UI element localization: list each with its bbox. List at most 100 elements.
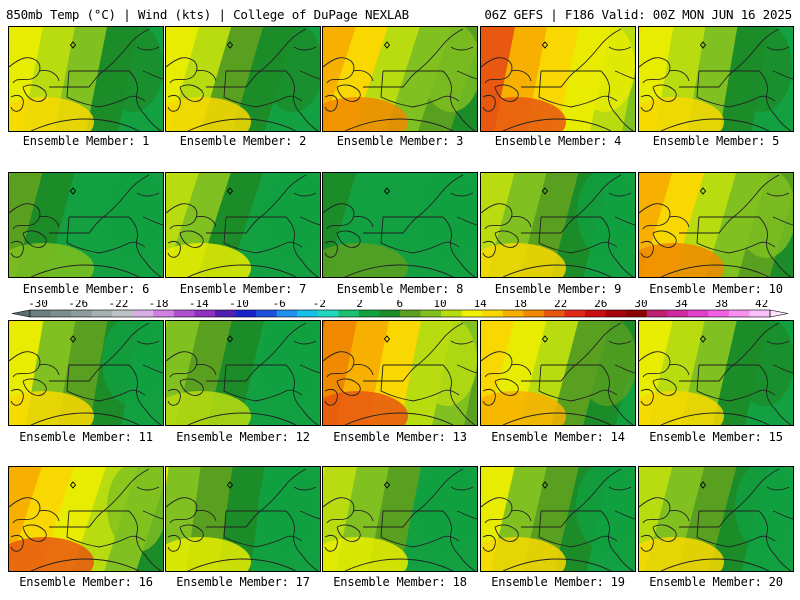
ensemble-member-map — [480, 26, 636, 132]
boundary-line — [521, 218, 574, 234]
boundary-line — [521, 366, 574, 382]
colorbar-tick-label: 26 — [594, 300, 607, 310]
colorbar-high-arrow — [769, 309, 789, 318]
boundary-line — [179, 230, 204, 248]
boundary-line — [98, 95, 146, 108]
boundary-line — [255, 95, 303, 108]
boundary-line — [758, 70, 776, 116]
warm-air-region — [323, 243, 408, 277]
boundary-line — [167, 388, 181, 406]
colorbar-tick-label: -10 — [229, 300, 249, 310]
ensemble-member-label: Ensemble Member: 2 — [179, 134, 307, 148]
boundary-line — [458, 260, 476, 277]
boundary-line — [98, 389, 146, 402]
boundary-line — [458, 408, 476, 425]
boundary-line — [187, 118, 297, 131]
boundary-line — [639, 497, 671, 524]
boundary-line — [179, 378, 204, 396]
boundary-line — [323, 351, 355, 378]
cool-air-region — [261, 321, 320, 406]
boundary-line — [728, 389, 776, 402]
boundary-line — [49, 366, 102, 382]
boundary-line — [206, 366, 259, 382]
boundary-line — [510, 216, 532, 228]
boundary-line — [293, 46, 317, 51]
colorbar-tick-label: 38 — [715, 300, 728, 310]
boundary-line — [652, 230, 677, 248]
ensemble-member-label: Ensemble Member: 8 — [336, 282, 464, 296]
colorbar-swatch — [667, 310, 689, 317]
boundary-line — [257, 28, 307, 74]
warm-air-region — [481, 391, 566, 425]
station-diamond-icon — [69, 335, 77, 343]
warm-air-region — [166, 391, 251, 425]
colorbar-swatch — [71, 310, 93, 317]
boundary-line — [450, 486, 474, 491]
boundary-line — [521, 512, 574, 528]
boundary-line — [363, 72, 416, 88]
colorbar-swatch — [194, 310, 216, 317]
boundary-line — [614, 364, 635, 374]
boundary-line — [728, 95, 776, 108]
colorbar-swatch — [564, 310, 586, 317]
boundary-line — [363, 512, 416, 528]
boundary-line — [324, 534, 338, 552]
station-diamond-icon — [226, 41, 234, 49]
colorbar-swatch — [235, 310, 257, 317]
boundary-line — [352, 510, 374, 522]
boundary-line — [640, 534, 654, 552]
ensemble-member-label: Ensemble Member: 11 — [19, 430, 153, 444]
cool-air-region — [577, 321, 635, 406]
boundary-line — [608, 192, 632, 197]
boundary-line — [301, 554, 319, 571]
cool-air-region — [736, 173, 793, 258]
ensemble-member-label: Ensemble Member: 9 — [494, 282, 622, 296]
boundary-line — [481, 497, 513, 524]
ensemble-member-label: Ensemble Member: 17 — [176, 575, 310, 589]
station-diamond-icon — [699, 335, 707, 343]
boundary-line — [142, 70, 163, 80]
boundary-line — [570, 95, 618, 108]
ensemble-member-map — [8, 320, 164, 426]
ensemble-member-map — [322, 320, 478, 426]
boundary-line — [301, 114, 319, 131]
boundary-line — [608, 340, 632, 345]
boundary-line — [167, 240, 181, 258]
boundary-line — [679, 72, 732, 88]
boundary-line — [206, 218, 259, 234]
boundary-line — [352, 70, 374, 82]
boundary-line — [187, 264, 297, 277]
warm-air-region — [639, 243, 724, 277]
ensemble-member-label: Ensemble Member: 12 — [176, 430, 310, 444]
boundary-line — [10, 240, 24, 258]
boundary-line — [128, 216, 146, 262]
cool-air-region — [734, 321, 793, 406]
colorbar-swatch — [297, 310, 319, 317]
colorbar-swatch — [91, 310, 113, 317]
boundary-line — [510, 364, 532, 376]
boundary-line — [538, 364, 572, 402]
map-title: 850mb Temp (°C) | Wind (kts) | College o… — [6, 7, 409, 22]
boundary-line — [167, 94, 181, 112]
warm-air-region — [323, 537, 408, 571]
colorbar-swatch — [728, 310, 750, 317]
boundary-line — [38, 510, 60, 522]
ensemble-member-map — [165, 26, 321, 132]
station-diamond-icon — [69, 41, 77, 49]
boundary-line — [100, 468, 150, 514]
station-diamond-icon — [699, 187, 707, 195]
ensemble-member-map — [165, 172, 321, 278]
boundary-line — [136, 46, 160, 51]
boundary-line — [255, 535, 303, 548]
boundary-line — [38, 216, 60, 228]
colorbar-swatch — [132, 310, 154, 317]
boundary-line — [293, 192, 317, 197]
boundary-line — [679, 512, 732, 528]
colorbar-swatch — [523, 310, 545, 317]
boundary-line — [98, 241, 146, 254]
boundary-line — [614, 216, 635, 226]
boundary-line — [10, 388, 24, 406]
boundary-line — [660, 118, 770, 131]
colorbar-swatch — [502, 310, 524, 317]
boundary-line — [128, 364, 146, 410]
